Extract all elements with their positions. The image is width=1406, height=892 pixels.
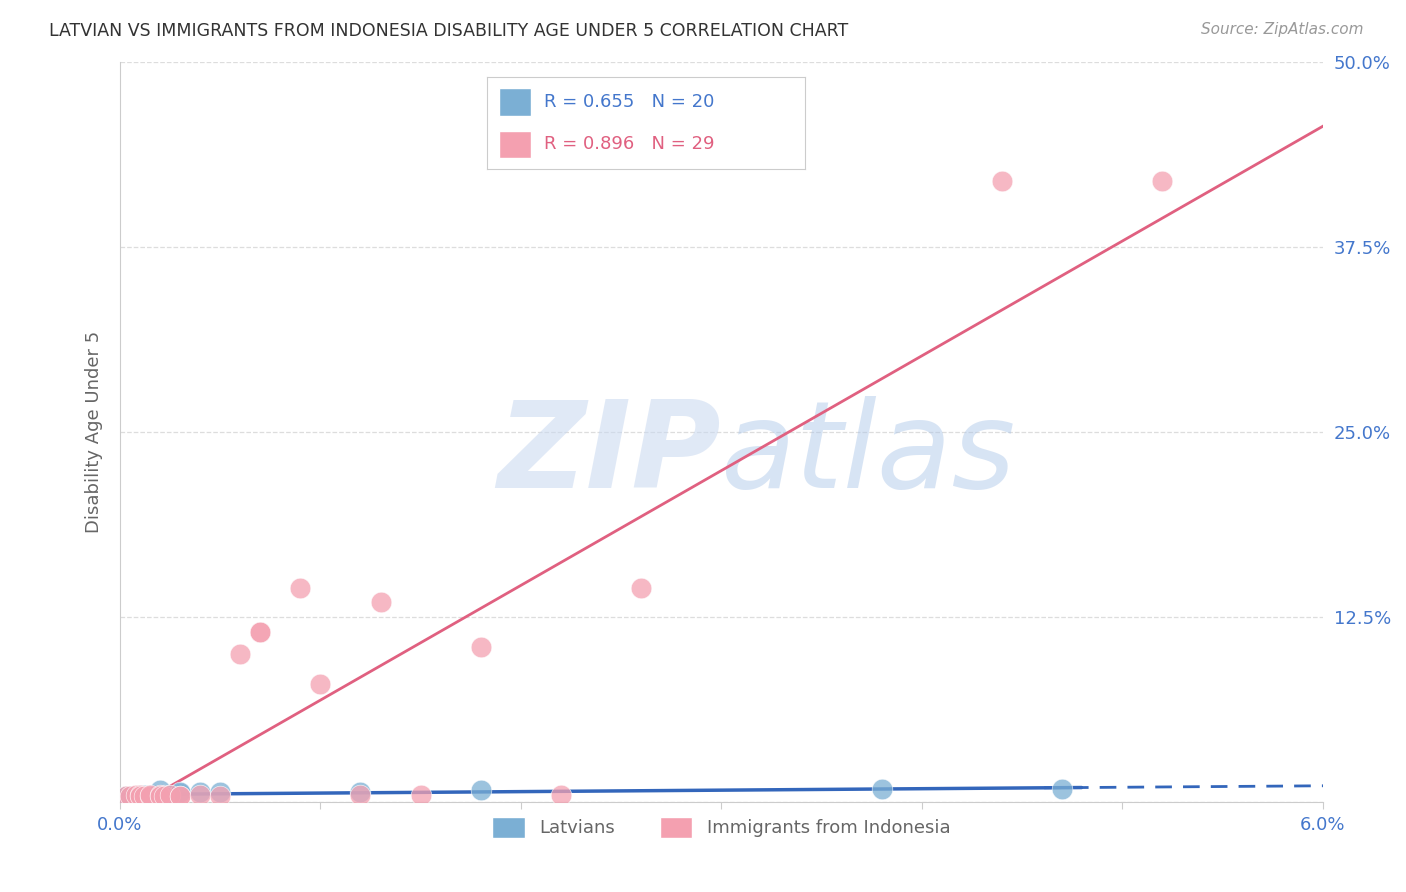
Point <box>470 640 492 654</box>
Point <box>409 788 432 802</box>
Point <box>159 788 181 802</box>
Text: Source: ZipAtlas.com: Source: ZipAtlas.com <box>1201 22 1364 37</box>
Point <box>229 647 252 661</box>
Point <box>129 788 152 802</box>
Point <box>169 789 191 804</box>
Point <box>132 789 155 804</box>
Point <box>630 581 652 595</box>
Text: atlas: atlas <box>721 396 1017 513</box>
Point <box>145 788 167 802</box>
Y-axis label: Disability Age Under 5: Disability Age Under 5 <box>86 331 103 533</box>
Point <box>115 789 138 804</box>
Point <box>149 789 172 804</box>
Point <box>370 595 392 609</box>
Legend: Latvians, Immigrants from Indonesia: Latvians, Immigrants from Indonesia <box>485 810 957 845</box>
Point <box>149 788 172 802</box>
Point <box>149 783 172 797</box>
Point <box>169 786 191 800</box>
Point <box>550 788 572 802</box>
Point <box>129 788 152 802</box>
Point <box>349 785 371 799</box>
Text: ZIP: ZIP <box>498 396 721 513</box>
Point <box>169 785 191 799</box>
Point <box>118 789 141 804</box>
Point <box>125 789 148 804</box>
Text: LATVIAN VS IMMIGRANTS FROM INDONESIA DISABILITY AGE UNDER 5 CORRELATION CHART: LATVIAN VS IMMIGRANTS FROM INDONESIA DIS… <box>49 22 848 40</box>
Point <box>349 788 371 802</box>
Point <box>870 781 893 796</box>
Point <box>149 788 172 802</box>
Point <box>470 783 492 797</box>
Point <box>139 789 162 804</box>
Point <box>159 788 181 802</box>
Point <box>129 789 152 804</box>
Point <box>139 788 162 802</box>
Point <box>290 581 312 595</box>
Point <box>249 625 271 640</box>
Point <box>169 789 191 804</box>
Point <box>115 789 138 804</box>
Point <box>188 785 211 799</box>
Point <box>1050 781 1073 796</box>
Point <box>249 625 271 640</box>
Point <box>125 788 148 802</box>
Point <box>188 788 211 802</box>
Point <box>132 788 155 802</box>
Point <box>309 677 332 691</box>
Point <box>153 789 176 804</box>
Point <box>139 788 162 802</box>
Point <box>118 789 141 804</box>
Point <box>139 789 162 804</box>
Point <box>1152 173 1174 187</box>
Point <box>209 789 232 804</box>
Point <box>991 173 1014 187</box>
Point <box>209 785 232 799</box>
Point <box>153 788 176 802</box>
